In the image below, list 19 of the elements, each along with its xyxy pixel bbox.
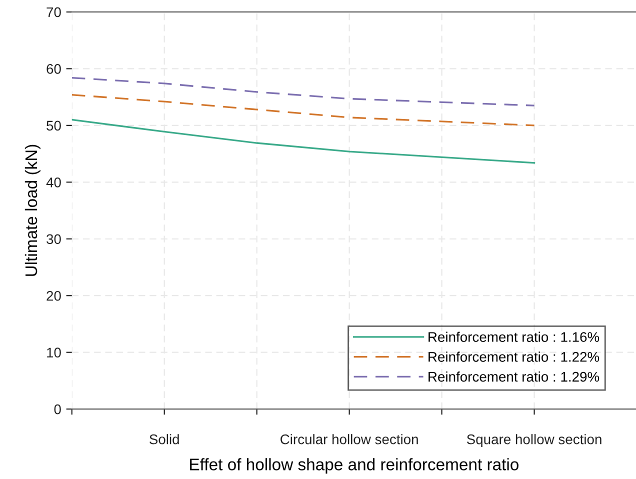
x-tick-label: Solid <box>150 434 179 444</box>
legend-label: Reinforcement ratio : 1.22% <box>428 352 600 362</box>
legend-label: Reinforcement ratio : 1.16% <box>428 332 600 342</box>
y-tick-label: 60 <box>46 64 61 74</box>
y-axis-title: Ultimate load (kN) <box>24 144 40 276</box>
y-tick-label: 70 <box>46 7 61 18</box>
y-tick-label: 30 <box>46 234 61 244</box>
x-tick-label: Square hollow section <box>466 434 602 448</box>
y-tick-label: 0 <box>54 404 61 414</box>
x-axis-title: Effet of hollow shape and reinforcement ratio <box>190 458 518 474</box>
y-tick-label: 50 <box>46 120 61 131</box>
line-series <box>72 76 536 106</box>
x-tick-label: Circular hollow section <box>280 434 418 444</box>
legend-label: Reinforcement ratio : 1.29% <box>428 372 600 382</box>
line-series <box>72 118 536 164</box>
y-tick-label: 20 <box>46 290 61 301</box>
y-tick-label: 10 <box>47 348 61 358</box>
line-series <box>72 94 536 126</box>
y-tick-label: 40 <box>46 177 61 188</box>
